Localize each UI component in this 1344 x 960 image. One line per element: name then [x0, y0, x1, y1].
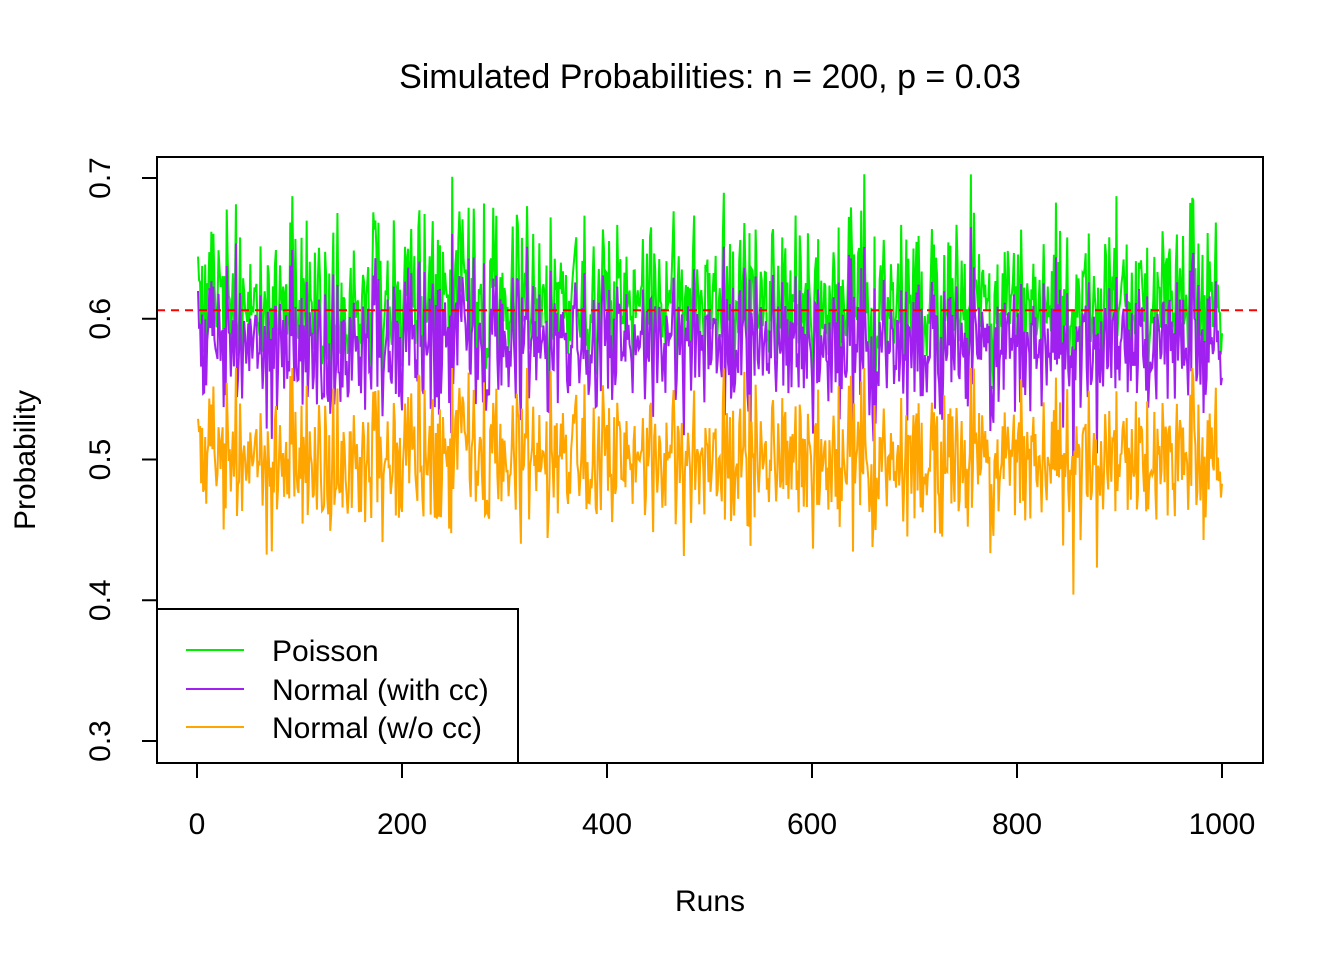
- y-tick-label: 0.7: [84, 157, 117, 199]
- chart-title: Simulated Probabilities: n = 200, p = 0.…: [399, 58, 1021, 96]
- y-axis-label: Probability: [9, 390, 42, 530]
- x-tick-label: 400: [582, 808, 632, 841]
- x-tick-label: 1000: [1189, 808, 1256, 841]
- x-tick-label: 800: [992, 808, 1042, 841]
- legend-item-poisson: Poisson: [186, 635, 379, 668]
- x-tick-label: 0: [189, 808, 206, 841]
- series-line-normal-w-o-cc: [197, 367, 1223, 595]
- legend-label: Normal (w/o cc): [272, 712, 482, 745]
- x-tick-label: 200: [377, 808, 427, 841]
- legend-label: Normal (with cc): [272, 674, 489, 707]
- x-axis: 0 200 400 600 800 1000: [189, 762, 1256, 841]
- legend-item-normal-w-o-cc: Normal (w/o cc): [186, 712, 482, 745]
- y-axis: 0.3 0.4 0.5 0.6 0.7: [84, 157, 158, 762]
- x-axis-label: Runs: [675, 885, 745, 918]
- x-tick-label: 600: [787, 808, 837, 841]
- legend-item-normal-with-cc: Normal (with cc): [186, 674, 489, 707]
- plot-content: [157, 174, 1263, 595]
- legend-label: Poisson: [272, 635, 379, 668]
- series-line-normal-with-cc: [197, 227, 1223, 481]
- y-tick-label: 0.3: [84, 720, 117, 762]
- y-tick-label: 0.4: [84, 579, 117, 621]
- legend-box: [156, 608, 519, 764]
- series-line-poisson: [197, 174, 1223, 474]
- legend: Poisson Normal (with cc) Normal (w/o cc): [156, 608, 519, 764]
- y-tick-label: 0.5: [84, 439, 117, 481]
- y-tick-label: 0.6: [84, 298, 117, 340]
